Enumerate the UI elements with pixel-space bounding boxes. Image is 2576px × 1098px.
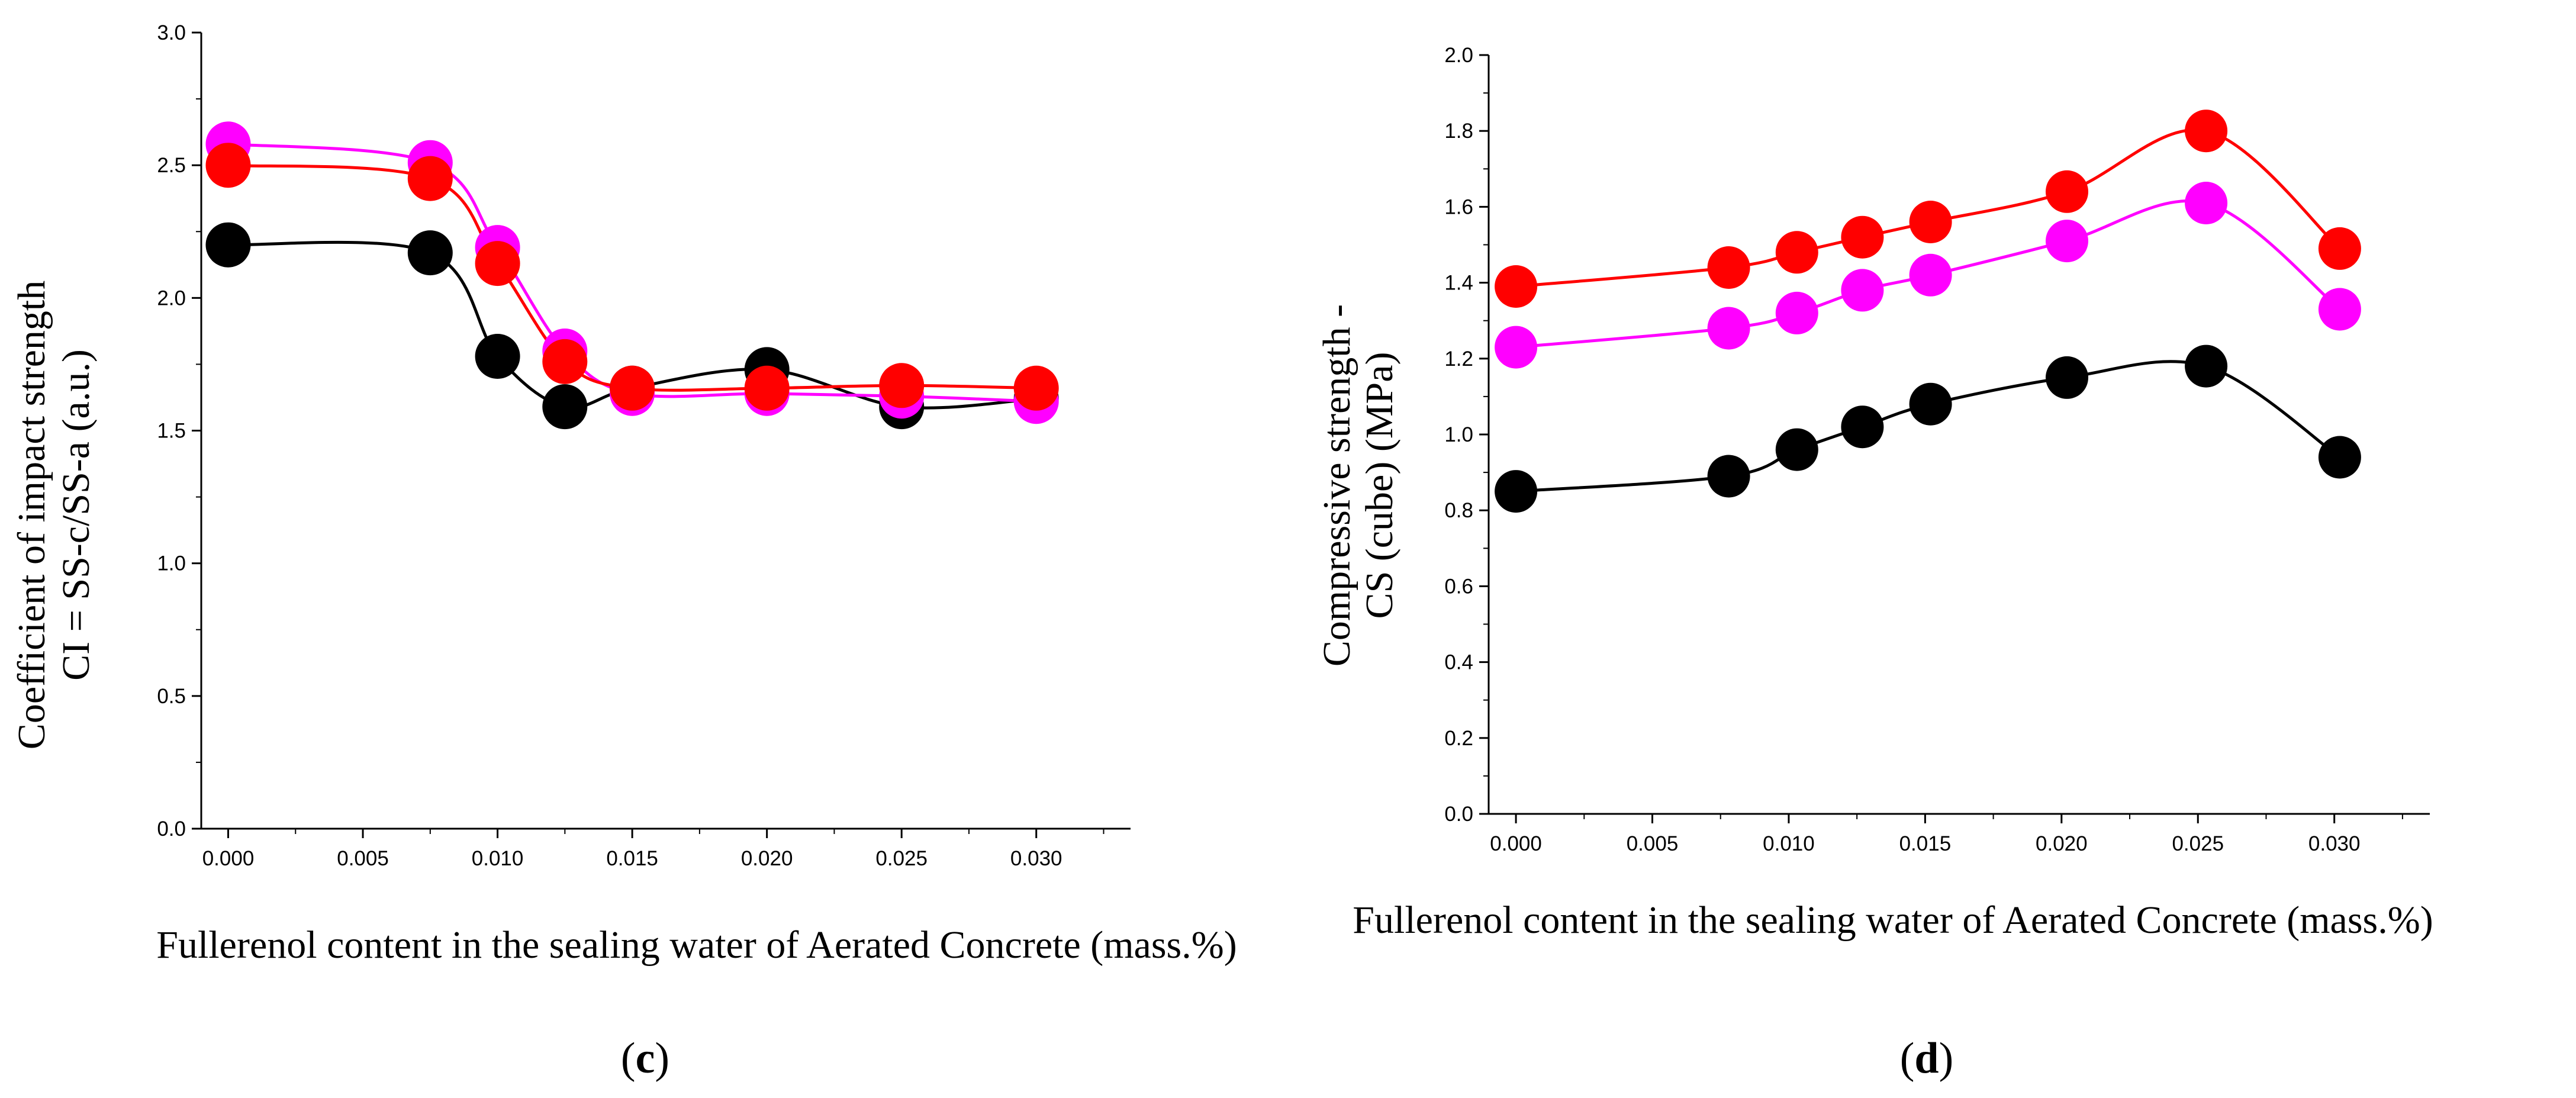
y-tick-label-d: 2.0	[1444, 44, 1473, 67]
y-axis-title-line1-c: Coefficient of impact strength	[10, 281, 53, 749]
y-tick-label-d: 0.0	[1444, 803, 1473, 826]
panel-label-c: (c)	[621, 1034, 669, 1083]
data-point-magenta-d	[1775, 291, 1818, 334]
x-tick-label-d: 0.030	[2308, 832, 2361, 855]
x-tick-label-c: 0.000	[202, 847, 255, 870]
data-point-magenta-d	[1495, 326, 1538, 369]
data-point-black-d	[2185, 344, 2228, 388]
x-tick-label-d: 0.000	[1490, 832, 1542, 855]
x-tick-label-c: 0.005	[337, 847, 389, 870]
x-tick-label-c: 0.030	[1010, 847, 1062, 870]
y-tick-label-d: 0.4	[1444, 651, 1473, 674]
y-axis-title-line2-d: CS (cube) (MPa)	[1358, 352, 1401, 619]
y-tick-label-d: 1.6	[1444, 195, 1473, 218]
x-tick-label-c: 0.010	[472, 847, 524, 870]
y-tick-label-c: 1.0	[157, 552, 186, 575]
y-tick-label-c: 2.0	[157, 286, 186, 310]
y-tick-label-d: 0.2	[1444, 727, 1473, 750]
data-point-red-d	[2185, 110, 2228, 153]
data-point-black-d	[1495, 470, 1538, 513]
data-point-red-c	[542, 339, 588, 384]
y-tick-label-c: 1.5	[157, 420, 186, 443]
chart-panel-c: 0.0 0.5 1.0 1.5 2.0 2.5 3.0 0.000 0.005 0.010 0.01…	[10, 21, 1237, 1083]
data-point-red-d	[1775, 231, 1818, 274]
data-point-red-c	[407, 156, 453, 201]
data-point-red-d	[1841, 215, 1884, 259]
data-point-black-d	[1707, 455, 1750, 498]
y-tick-label-d: 1.2	[1444, 347, 1473, 371]
data-point-black-c	[205, 222, 251, 268]
x-tick-label-c: 0.020	[741, 847, 793, 870]
y-axis-title-line2-c: CI = SS-c/SS-a (a.u.)	[54, 349, 98, 681]
data-point-red-c	[205, 143, 251, 188]
x-tick-label-d: 0.005	[1627, 832, 1679, 855]
x-tick-label-d: 0.010	[1763, 832, 1815, 855]
y-tick-label-c: 2.5	[157, 154, 186, 177]
y-tick-label-d: 0.8	[1444, 499, 1473, 522]
x-axis-title-c: Fullerenol content in the sealing water …	[156, 923, 1237, 967]
data-point-black-c	[475, 334, 520, 379]
data-point-red-c	[1013, 365, 1059, 411]
y-tick-label-c: 3.0	[157, 21, 186, 44]
data-point-red-d	[1495, 265, 1538, 308]
y-tick-label-d: 1.0	[1444, 423, 1473, 446]
x-tick-label-d: 0.025	[2172, 832, 2224, 855]
x-tick-label-d: 0.015	[1899, 832, 1952, 855]
data-point-black-d	[2046, 356, 2088, 399]
data-point-red-d	[2046, 170, 2088, 213]
x-axis-title-d: Fullerenol content in the sealing water …	[1353, 899, 2433, 942]
data-point-magenta-d	[2046, 220, 2088, 263]
y-axis-title-line1-d: Compressive strength -	[1315, 304, 1358, 666]
y-tick-label-c: 0.5	[157, 685, 186, 708]
data-point-magenta-d	[1841, 269, 1884, 312]
data-point-red-c	[744, 365, 790, 411]
data-point-black-c	[407, 230, 453, 276]
data-point-magenta-d	[2185, 182, 2228, 224]
data-point-black-c	[542, 384, 588, 430]
data-point-magenta-d	[1909, 253, 1952, 297]
y-tick-label-d: 0.6	[1444, 575, 1473, 598]
data-point-red-c	[879, 363, 925, 408]
x-tick-label-c: 0.015	[606, 847, 658, 870]
data-point-red-d	[2318, 227, 2361, 270]
panel-label-d: (d)	[1900, 1034, 1953, 1083]
chart-panel-d: 0.0 0.2 0.4 0.6 0.8 1.0 1.2 1.4 1.6 1.8 2.0 0.000 0.…	[1315, 44, 2433, 1083]
data-point-black-d	[2318, 436, 2361, 479]
data-point-red-c	[475, 241, 520, 286]
data-point-magenta-d	[1707, 307, 1750, 350]
data-point-black-d	[1775, 428, 1818, 471]
x-tick-label-d: 0.020	[2036, 832, 2088, 855]
data-point-red-d	[1707, 246, 1750, 289]
data-point-black-d	[1909, 382, 1952, 426]
x-tick-label-c: 0.025	[875, 847, 928, 870]
data-point-black-d	[1841, 405, 1884, 449]
data-point-red-d	[1909, 201, 1952, 243]
y-tick-label-d: 1.8	[1444, 120, 1473, 143]
y-tick-label-d: 1.4	[1444, 272, 1473, 295]
y-tick-label-c: 0.0	[157, 817, 186, 841]
data-point-red-c	[610, 365, 655, 411]
data-point-magenta-d	[2318, 288, 2361, 331]
